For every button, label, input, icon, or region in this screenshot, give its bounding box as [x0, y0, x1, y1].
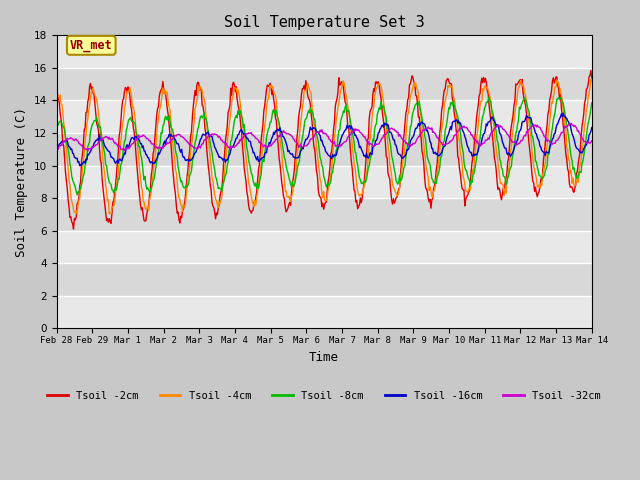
Text: VR_met: VR_met [70, 39, 113, 52]
Bar [56, 263, 592, 296]
Bar [56, 133, 592, 166]
X-axis label: Time: Time [309, 350, 339, 363]
Bar [56, 100, 592, 133]
Legend: Tsoil -2cm, Tsoil -4cm, Tsoil -8cm, Tsoil -16cm, Tsoil -32cm: Tsoil -2cm, Tsoil -4cm, Tsoil -8cm, Tsoi… [43, 387, 605, 405]
Bar [56, 166, 592, 198]
Bar [56, 296, 592, 328]
Y-axis label: Soil Temperature (C): Soil Temperature (C) [15, 107, 28, 257]
Bar [56, 231, 592, 263]
Title: Soil Temperature Set 3: Soil Temperature Set 3 [224, 15, 424, 30]
Bar [56, 198, 592, 231]
Bar [56, 36, 592, 68]
Bar [56, 68, 592, 100]
